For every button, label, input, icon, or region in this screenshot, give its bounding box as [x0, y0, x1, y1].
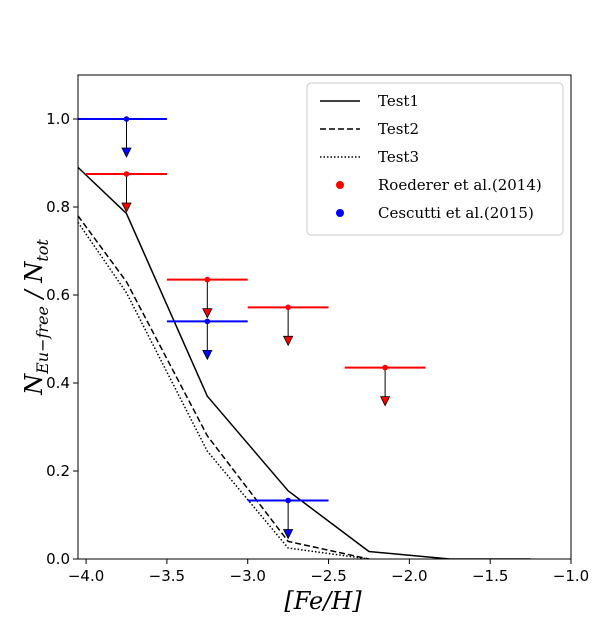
legend-label-cescutti: Cescutti et al.(2015) [378, 204, 534, 222]
y-tick-label-3: 0.6 [46, 286, 70, 304]
series-line-test3 [78, 221, 370, 559]
cescutti-arrow-head-2 [282, 529, 294, 540]
x-tick-label-5: −1.5 [472, 567, 508, 585]
roederer-arrow-head-1 [202, 308, 213, 319]
series-line-test2 [78, 215, 370, 559]
roederer-point-2 [285, 304, 291, 311]
cescutti-upper-limit-0 [78, 116, 167, 158]
y-axis-label-sub-1: Eu−free [33, 306, 52, 375]
y-axis-label-n: N [20, 373, 48, 396]
chart-marks [78, 116, 531, 559]
plot-area [78, 116, 531, 559]
axis-ticks: −4.0 −3.5 −3.0 −2.5 −2.0 −1.5 −1.0 0.0 0.2 0.4 0.6… [46, 110, 589, 585]
roederer-upper-limit-2 [247, 304, 329, 347]
legend-label-test1: Test1 [378, 92, 419, 110]
cescutti-point-0 [123, 116, 130, 122]
legend: Test1 Test2 Test3 Roederer et al.(2014) … [306, 82, 564, 236]
roederer-point-0 [123, 171, 130, 177]
cescutti-arrow-head-1 [202, 349, 213, 361]
roederer-arrow-head-0 [121, 202, 132, 213]
x-tick-label-6: −1.0 [553, 567, 589, 585]
cescutti-point-1 [204, 318, 211, 325]
x-tick-label-1: −3.5 [149, 567, 185, 585]
roederer-upper-limit-3 [344, 364, 426, 407]
cescutti-point-2 [285, 497, 291, 504]
legend-label-roederer: Roederer et al.(2014) [378, 176, 542, 194]
y-tick-label-5: 1.0 [46, 110, 70, 128]
roederer-upper-limit-0 [86, 171, 167, 213]
plot-frame [77, 74, 572, 560]
y-tick-label-2: 0.4 [46, 374, 70, 392]
cescutti-upper-limit-1 [166, 318, 248, 361]
y-tick-label-4: 0.8 [46, 198, 70, 216]
cescutti-upper-limit-2 [247, 497, 329, 540]
legend-label-test3: Test3 [378, 148, 419, 166]
roederer-arrow-head-3 [379, 396, 391, 407]
y-tick-label-1: 0.2 [46, 462, 70, 480]
legend-label-test2: Test2 [378, 120, 419, 138]
y-tick-label-0: 0.0 [46, 550, 70, 568]
y-axis-label-slash: / N [20, 261, 48, 306]
legend-marker-cescutti [336, 209, 344, 217]
x-tick-label-3: −2.5 [310, 567, 346, 585]
legend-frame [306, 82, 564, 236]
y-axis-label: NEu−free / Ntot [20, 239, 52, 396]
x-axis-label: [Fe/H] [284, 587, 362, 615]
roederer-point-3 [382, 364, 388, 371]
x-tick-label-0: −4.0 [68, 567, 104, 585]
roederer-upper-limit-1 [166, 276, 248, 319]
x-tick-label-4: −2.0 [391, 567, 427, 585]
x-tick-label-2: −3.0 [230, 567, 266, 585]
roederer-arrow-head-2 [282, 335, 294, 347]
cescutti-arrow-head-0 [121, 147, 132, 158]
legend-marker-roederer [336, 181, 344, 189]
y-axis-label-sub-2: tot [33, 239, 52, 262]
roederer-point-1 [204, 276, 211, 283]
series-line-test1 [78, 166, 531, 559]
